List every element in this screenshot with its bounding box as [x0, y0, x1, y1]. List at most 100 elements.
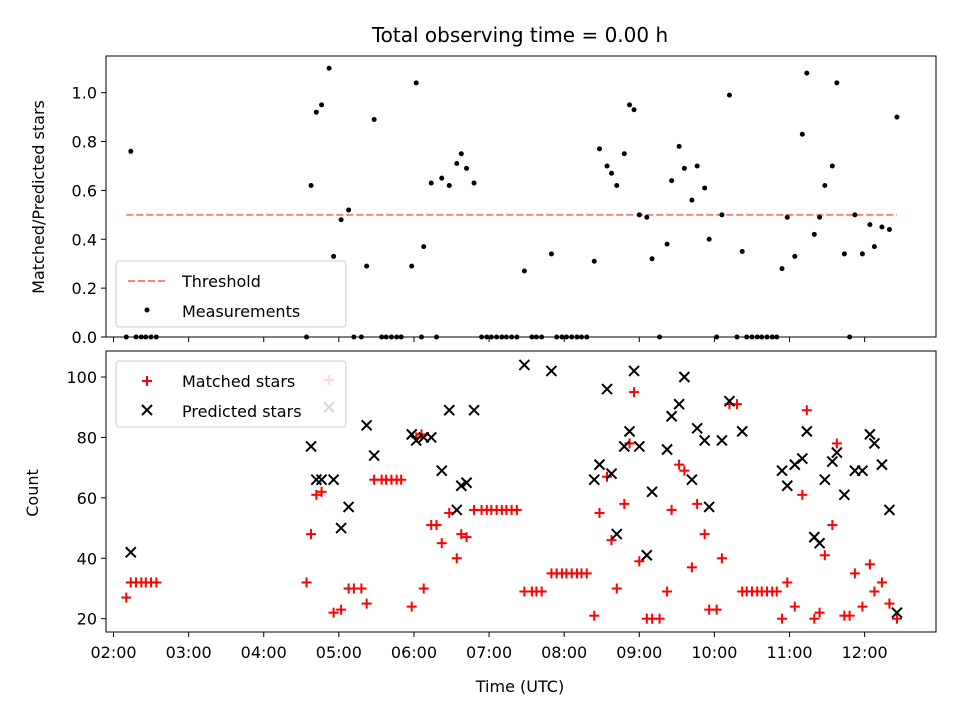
bottom-plot-area	[121, 359, 903, 624]
predicted-stars-point	[868, 437, 881, 450]
matched-stars-point	[797, 489, 808, 500]
predicted-stars-point	[776, 464, 788, 477]
bottom-x-tick-label: 09:00	[616, 643, 662, 662]
measurement-point	[822, 183, 828, 189]
matched-stars-point	[876, 577, 887, 588]
matched-stars-point	[536, 586, 547, 597]
bottom-y-tick-label: 80	[77, 428, 97, 447]
matched-stars-point	[679, 465, 690, 476]
matched-stars-point	[654, 613, 665, 624]
predicted-stars-point	[716, 434, 728, 447]
predicted-stars-point	[678, 371, 691, 383]
measurement-point	[371, 117, 377, 123]
top-legend: Threshold Measurements	[115, 260, 347, 328]
predicted-stars-legend-marker	[141, 404, 153, 416]
matched-stars-point	[356, 583, 367, 594]
measurement-point	[739, 248, 745, 254]
measurement-point	[694, 163, 700, 169]
predicted-stars-point	[410, 434, 422, 447]
top-panel: Total observing time = 0.00 h Matched/Pr…	[29, 23, 937, 347]
measurement-point	[649, 256, 655, 262]
top-axes-frame	[105, 55, 937, 338]
measurement-point	[841, 251, 847, 257]
measurement-point	[681, 165, 687, 171]
top-y-tick-label: 0.6	[72, 181, 97, 200]
matched-stars-point	[814, 607, 825, 618]
top-y-tick-label: 0.8	[72, 133, 97, 152]
predicted-stars-point	[736, 425, 748, 438]
top-y-tick-label: 0.0	[72, 328, 97, 347]
measurement-point	[609, 170, 615, 176]
measurement-point	[614, 183, 620, 189]
bottom-legend: Matched stars Predicted stars	[115, 360, 347, 428]
measurement-point	[458, 151, 464, 157]
bottom-x-tick-label: 05:00	[316, 643, 362, 662]
matched-stars-point	[511, 504, 522, 515]
predicted-stars-point	[327, 474, 340, 486]
measurement-point	[669, 178, 675, 184]
matched-stars-point	[602, 471, 613, 482]
measurement-point	[676, 143, 682, 149]
predicted-stars-point	[789, 458, 801, 471]
measurement-point	[364, 263, 370, 269]
predicted-stars-point	[831, 446, 843, 459]
measurement-point	[409, 263, 415, 269]
bottom-y-tick-label: 20	[77, 610, 97, 629]
measurement-point	[894, 114, 900, 120]
predicted-stars-point	[618, 440, 630, 453]
matched-stars-point	[662, 586, 673, 597]
matched-stars-point	[771, 586, 782, 597]
measurement-point	[664, 241, 670, 247]
top-y-axis-ticks: 0.0 0.2 0.4 0.6 0.8 1.0	[72, 84, 106, 347]
predicted-stars-point	[460, 477, 473, 489]
matched-stars-point	[418, 583, 429, 594]
measurement-point	[706, 236, 712, 242]
measurement-point	[308, 183, 314, 189]
predicted-stars-point	[315, 474, 328, 486]
predicted-stars-point	[723, 395, 736, 407]
predicted-stars-point	[698, 434, 711, 447]
matched-stars-point	[361, 598, 372, 609]
predicted-stars-point	[646, 486, 658, 498]
top-y-tick-label: 1.0	[72, 84, 97, 103]
matched-stars-point	[686, 562, 697, 573]
measurement-point	[319, 102, 325, 108]
matched-stars-point	[306, 529, 317, 540]
matched-stars-point	[849, 568, 860, 579]
measurements-legend-swatch	[144, 307, 150, 313]
predicted-stars-point	[360, 419, 373, 432]
measurement-point	[627, 102, 633, 108]
bottom-x-tick-label: 08:00	[541, 643, 587, 662]
matched-stars-point	[634, 556, 645, 567]
matched-stars-point	[782, 577, 793, 588]
predicted-stars-point	[691, 422, 703, 435]
predicted-stars-point	[468, 404, 480, 416]
measurement-point	[421, 244, 427, 250]
bottom-x-tick-label: 04:00	[241, 643, 287, 662]
matched-stars-point	[789, 601, 800, 612]
predicted-stars-point	[891, 606, 903, 619]
predicted-stars-point	[864, 428, 876, 441]
bottom-x-tick-label: 11:00	[766, 643, 812, 662]
predicted-stars-point	[883, 504, 896, 516]
measurement-point	[591, 258, 597, 264]
bottom-x-tick-label: 03:00	[166, 643, 212, 662]
matched-stars-point	[827, 520, 838, 531]
measurement-point	[331, 253, 337, 259]
measurement-point	[446, 183, 452, 189]
threshold-legend-label: Threshold	[181, 272, 261, 291]
top-y-tick-label: 0.4	[72, 230, 97, 249]
predicted-stars-point	[342, 501, 355, 513]
measurement-point	[636, 212, 642, 218]
matched-stars-point	[301, 577, 312, 588]
predicted-stars-point	[876, 458, 888, 471]
predicted-stars-point	[813, 537, 826, 549]
matched-stars-point	[589, 610, 600, 621]
predicted-stars-point	[628, 365, 640, 377]
predicted-stars-point	[368, 449, 380, 462]
predicted-stars-point	[518, 359, 531, 371]
measurement-point	[548, 251, 554, 257]
matched-stars-point	[311, 489, 322, 500]
predicted-stars-point	[436, 464, 448, 477]
